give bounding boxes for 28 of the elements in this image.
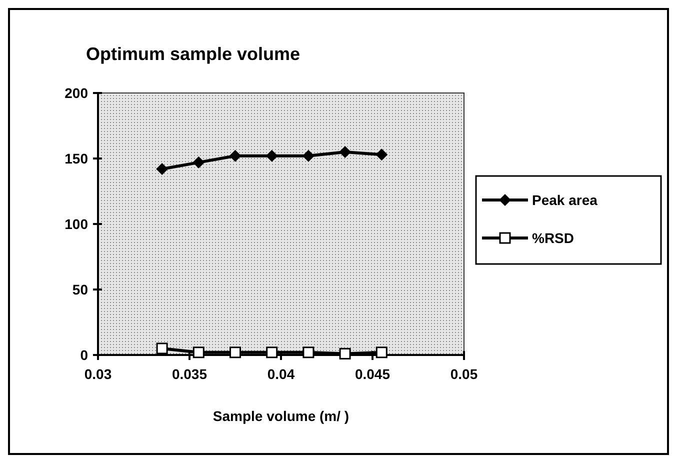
y-tick-label: 200 — [64, 84, 88, 101]
point — [156, 162, 168, 175]
y-tick-label: 50 — [72, 281, 88, 298]
legend-label: %RSD — [532, 230, 574, 246]
x-tick-label: 0.04 — [267, 366, 295, 382]
chart-title: Optimum sample volume — [86, 44, 300, 64]
point — [339, 146, 352, 158]
x-tick-label: 0.035 — [172, 366, 208, 382]
point — [376, 346, 388, 358]
y-tick-label: 100 — [64, 216, 88, 232]
legend-label: Peak area — [532, 192, 598, 208]
y-tick-label: 150 — [64, 150, 88, 166]
point — [192, 156, 205, 168]
point — [156, 342, 168, 354]
point — [266, 150, 278, 162]
point — [302, 150, 314, 162]
y-tick-label: 0 — [80, 346, 88, 363]
x-axis-title: Sample volume (m/ ) — [212, 408, 350, 424]
point — [230, 346, 241, 358]
point — [229, 150, 242, 162]
x-tick-label: 0.05 — [450, 366, 478, 382]
point — [302, 346, 314, 358]
x-tick-label: 0.03 — [84, 366, 112, 382]
x-tick-label: 0.045 — [354, 366, 390, 382]
point — [192, 346, 204, 358]
point — [376, 148, 388, 161]
point — [339, 348, 351, 360]
point — [266, 346, 278, 358]
